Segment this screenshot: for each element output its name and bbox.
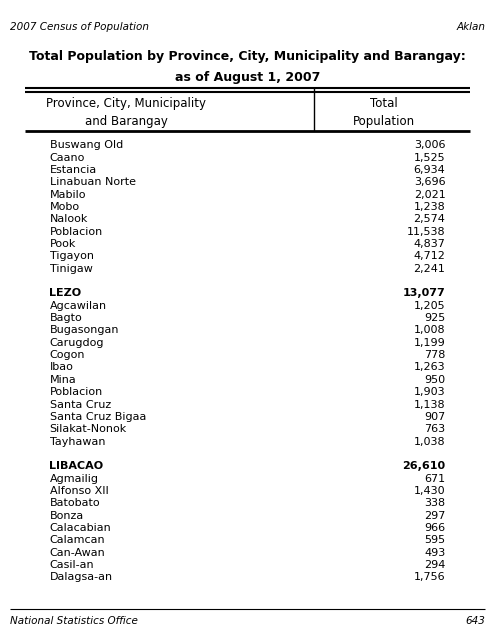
Text: LIBACAO: LIBACAO xyxy=(50,461,103,471)
Text: 1,138: 1,138 xyxy=(414,399,446,410)
Text: Poblacion: Poblacion xyxy=(50,227,103,237)
Text: 763: 763 xyxy=(424,424,446,435)
Text: Caano: Caano xyxy=(50,152,85,163)
Text: 2,574: 2,574 xyxy=(414,214,446,224)
Text: and Barangay: and Barangay xyxy=(85,115,168,128)
Text: 1,263: 1,263 xyxy=(414,362,446,372)
Text: Total: Total xyxy=(370,97,397,110)
Text: Tayhawan: Tayhawan xyxy=(50,436,105,447)
Text: Mobo: Mobo xyxy=(50,202,80,212)
Text: 2,021: 2,021 xyxy=(414,189,446,200)
Text: Province, City, Municipality: Province, City, Municipality xyxy=(46,97,206,110)
Text: Santa Cruz: Santa Cruz xyxy=(50,399,111,410)
Text: 294: 294 xyxy=(424,560,446,570)
Text: Agcawilan: Agcawilan xyxy=(50,301,106,311)
Text: Alfonso XII: Alfonso XII xyxy=(50,486,108,496)
Text: 1,430: 1,430 xyxy=(414,486,446,496)
Text: Cogon: Cogon xyxy=(50,350,85,360)
Text: Mina: Mina xyxy=(50,375,76,385)
Text: Bonza: Bonza xyxy=(50,511,84,521)
Text: Total Population by Province, City, Municipality and Barangay:: Total Population by Province, City, Muni… xyxy=(29,50,466,63)
Text: 26,610: 26,610 xyxy=(402,461,446,471)
Text: Aklan: Aklan xyxy=(456,22,485,33)
Text: 2,241: 2,241 xyxy=(414,264,446,274)
Text: Pook: Pook xyxy=(50,239,76,249)
Text: as of August 1, 2007: as of August 1, 2007 xyxy=(175,71,320,84)
Text: 3,696: 3,696 xyxy=(414,177,446,188)
Text: 11,538: 11,538 xyxy=(407,227,446,237)
Text: 1,525: 1,525 xyxy=(414,152,446,163)
Text: Santa Cruz Bigaa: Santa Cruz Bigaa xyxy=(50,412,146,422)
Text: 1,238: 1,238 xyxy=(414,202,446,212)
Text: 595: 595 xyxy=(424,536,446,545)
Text: 950: 950 xyxy=(424,375,446,385)
Text: Dalagsa-an: Dalagsa-an xyxy=(50,572,113,582)
Text: 3,006: 3,006 xyxy=(414,140,446,150)
Text: Casil-an: Casil-an xyxy=(50,560,94,570)
Text: Tigayon: Tigayon xyxy=(50,252,94,261)
Text: LEZO: LEZO xyxy=(50,289,82,298)
Text: 1,756: 1,756 xyxy=(414,572,446,582)
Text: Linabuan Norte: Linabuan Norte xyxy=(50,177,136,188)
Text: 778: 778 xyxy=(424,350,446,360)
Text: Ibao: Ibao xyxy=(50,362,73,372)
Text: Carugdog: Carugdog xyxy=(50,338,104,348)
Text: 4,712: 4,712 xyxy=(414,252,446,261)
Text: 966: 966 xyxy=(424,523,446,533)
Text: Population: Population xyxy=(352,115,415,128)
Text: 907: 907 xyxy=(424,412,446,422)
Text: Can-Awan: Can-Awan xyxy=(50,548,105,558)
Text: 338: 338 xyxy=(424,499,446,508)
Text: Batobato: Batobato xyxy=(50,499,100,508)
Text: Bagto: Bagto xyxy=(50,313,82,323)
Text: Agmailig: Agmailig xyxy=(50,474,99,484)
Text: Bugasongan: Bugasongan xyxy=(50,325,119,335)
Text: 6,934: 6,934 xyxy=(414,165,446,175)
Text: 493: 493 xyxy=(424,548,446,558)
Text: Calacabian: Calacabian xyxy=(50,523,111,533)
Text: 1,008: 1,008 xyxy=(414,325,446,335)
Text: 13,077: 13,077 xyxy=(403,289,446,298)
Text: Calamcan: Calamcan xyxy=(50,536,105,545)
Text: Buswang Old: Buswang Old xyxy=(50,140,123,150)
Text: 2007 Census of Population: 2007 Census of Population xyxy=(10,22,149,33)
Text: Estancia: Estancia xyxy=(50,165,97,175)
Text: 643: 643 xyxy=(465,616,485,626)
Text: National Statistics Office: National Statistics Office xyxy=(10,616,138,626)
Text: 1,199: 1,199 xyxy=(414,338,446,348)
Text: Nalook: Nalook xyxy=(50,214,88,224)
Text: Poblacion: Poblacion xyxy=(50,387,103,397)
Text: 1,205: 1,205 xyxy=(414,301,446,311)
Text: Silakat-Nonok: Silakat-Nonok xyxy=(50,424,127,435)
Text: 671: 671 xyxy=(424,474,446,484)
Text: Tinigaw: Tinigaw xyxy=(50,264,93,274)
Text: 925: 925 xyxy=(424,313,446,323)
Text: 1,038: 1,038 xyxy=(414,436,446,447)
Text: 4,837: 4,837 xyxy=(414,239,446,249)
Text: 1,903: 1,903 xyxy=(414,387,446,397)
Text: Mabilo: Mabilo xyxy=(50,189,86,200)
Text: 297: 297 xyxy=(424,511,446,521)
